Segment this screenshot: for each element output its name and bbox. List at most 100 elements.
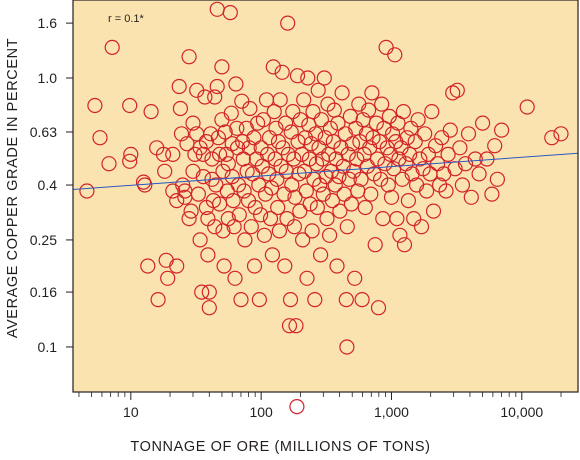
data-point — [363, 186, 379, 202]
data-point — [373, 171, 389, 187]
data-point — [392, 227, 408, 243]
data-point — [257, 186, 274, 202]
data-point — [417, 126, 433, 142]
data-point — [457, 156, 474, 172]
data-point — [246, 130, 262, 146]
data-point — [260, 146, 276, 162]
correlation-annotation: r = 0.1* — [108, 13, 144, 25]
data-point — [284, 177, 300, 193]
data-point — [286, 219, 302, 235]
data-point — [255, 112, 271, 128]
data-point — [407, 134, 423, 150]
data-point — [487, 138, 503, 154]
data-point — [228, 76, 244, 92]
data-point — [307, 292, 323, 308]
data-point — [135, 174, 152, 190]
data-point — [157, 163, 173, 179]
data-point — [207, 219, 223, 235]
data-point — [395, 103, 411, 120]
x-tick-label: 10,000 — [500, 404, 543, 420]
x-axis-title: TONNAGE OF ORE (MILLIONS OF TONS) — [130, 439, 430, 455]
data-point — [313, 112, 329, 128]
data-point — [467, 151, 483, 167]
data-point — [329, 258, 345, 274]
data-point — [171, 78, 187, 95]
data-point — [412, 151, 428, 167]
data-points — [79, 1, 569, 415]
data-point — [309, 199, 325, 216]
data-point — [122, 97, 138, 114]
data-point — [264, 247, 280, 263]
data-point — [101, 156, 117, 172]
data-point — [261, 166, 277, 182]
data-point — [296, 92, 312, 108]
data-point — [169, 258, 185, 274]
data-point — [204, 151, 220, 167]
data-point — [402, 146, 418, 162]
data-point — [233, 292, 249, 308]
data-point — [519, 99, 535, 115]
data-point — [445, 85, 461, 101]
data-point — [339, 339, 355, 355]
data-point — [452, 140, 468, 156]
data-point — [304, 223, 320, 239]
data-point — [175, 177, 191, 193]
data-point — [253, 207, 269, 223]
data-point — [299, 270, 315, 286]
data-point — [222, 5, 238, 21]
data-point — [357, 199, 373, 216]
data-point — [330, 115, 346, 131]
data-point — [494, 122, 510, 138]
data-point — [310, 82, 326, 98]
data-point — [394, 171, 410, 187]
data-point — [270, 199, 286, 216]
data-point — [354, 292, 370, 308]
data-point — [377, 156, 393, 172]
data-point — [292, 112, 308, 128]
data-point — [367, 237, 383, 253]
data-point — [192, 232, 208, 248]
data-point — [400, 193, 416, 209]
data-point — [413, 219, 430, 235]
data-point — [463, 189, 479, 205]
trend-line — [72, 152, 579, 190]
plot-frame — [72, 0, 579, 393]
data-point — [454, 177, 470, 193]
data-point — [374, 96, 390, 112]
y-tick-label: 0.1 — [38, 339, 58, 355]
y-tick-label: 0.16 — [30, 284, 57, 300]
axis-ticks: 10 100 1,000 10,000 0.1 0.16 0.25 0.4 0.63 1.0 1.6 — [30, 15, 562, 420]
data-point — [241, 140, 257, 156]
data-point — [370, 300, 387, 316]
data-point — [316, 70, 332, 86]
data-point — [484, 186, 500, 202]
data-point — [236, 183, 252, 199]
data-point — [272, 92, 288, 108]
data-point — [387, 47, 403, 63]
data-point — [410, 112, 426, 128]
data-point — [198, 134, 214, 150]
data-point — [347, 270, 363, 286]
x-tick-label: 100 — [249, 404, 273, 420]
data-point — [327, 177, 343, 193]
y-tick-label: 1.0 — [38, 70, 58, 86]
data-point — [353, 171, 369, 187]
data-point — [79, 183, 95, 199]
data-point — [256, 227, 272, 243]
data-point — [380, 177, 396, 193]
data-point — [305, 103, 321, 120]
data-point — [280, 15, 296, 31]
data-point — [343, 196, 359, 212]
data-point — [150, 292, 166, 308]
y-tick-label: 0.25 — [30, 232, 57, 248]
data-point — [278, 115, 294, 131]
data-point — [237, 232, 253, 248]
data-point — [185, 115, 201, 131]
data-point — [324, 193, 340, 209]
data-point — [308, 126, 324, 142]
data-point — [289, 68, 306, 84]
data-point — [214, 59, 230, 75]
data-point — [122, 153, 138, 169]
data-point — [442, 122, 458, 138]
